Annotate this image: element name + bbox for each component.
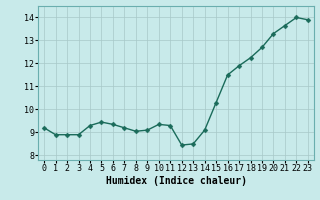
X-axis label: Humidex (Indice chaleur): Humidex (Indice chaleur) xyxy=(106,176,246,186)
